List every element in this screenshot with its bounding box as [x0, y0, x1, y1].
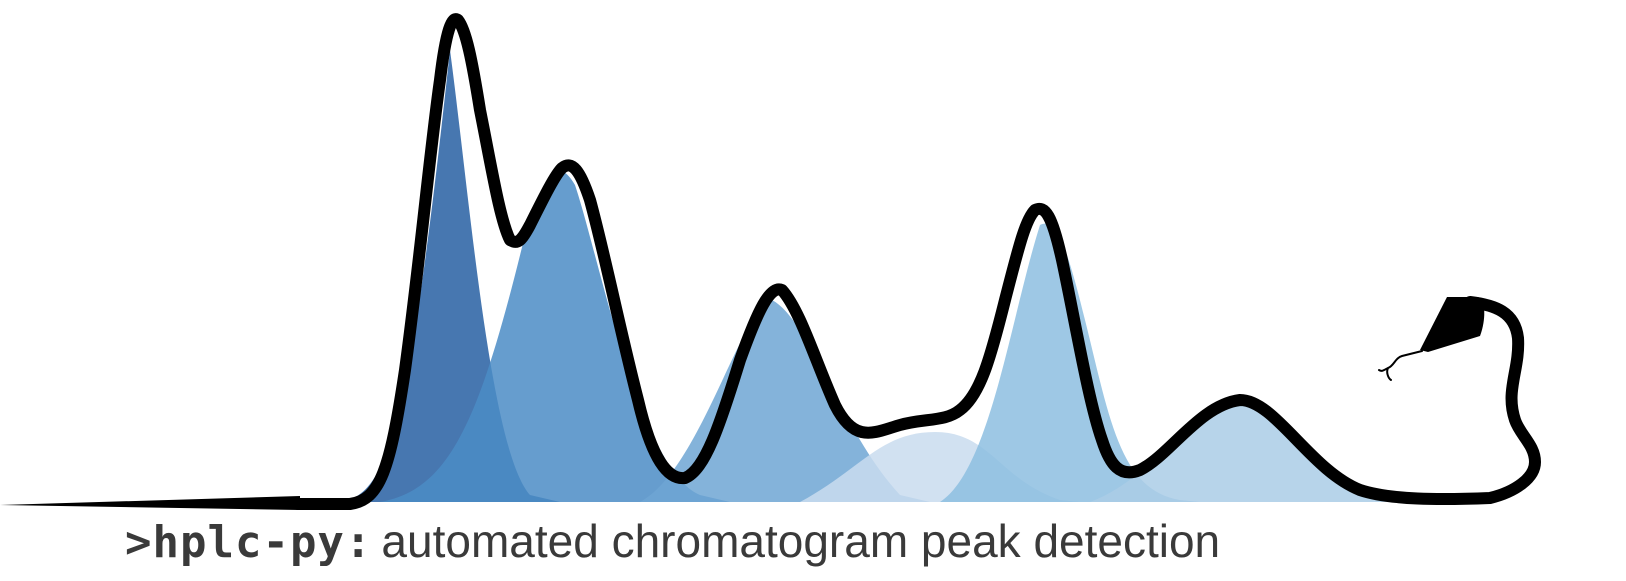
snake-tongue-icon: [1378, 350, 1423, 381]
peak-fill-6: [1090, 402, 1400, 502]
logo-tagline: >hplc-py : automated chromatogram peak d…: [125, 514, 1220, 574]
snake-head-icon: [1420, 297, 1485, 352]
package-name: >hplc-py: [125, 517, 345, 568]
chromatogram-trace: [292, 13, 1541, 510]
package-description: automated chromatogram peak detection: [381, 515, 1221, 567]
baseline-wedge: [0, 496, 300, 510]
package-name-colon: :: [344, 517, 372, 568]
peak-fill-1: [340, 50, 560, 502]
hplc-py-logo-graphic: [0, 13, 1541, 510]
peak-fill-5: [940, 223, 1200, 502]
